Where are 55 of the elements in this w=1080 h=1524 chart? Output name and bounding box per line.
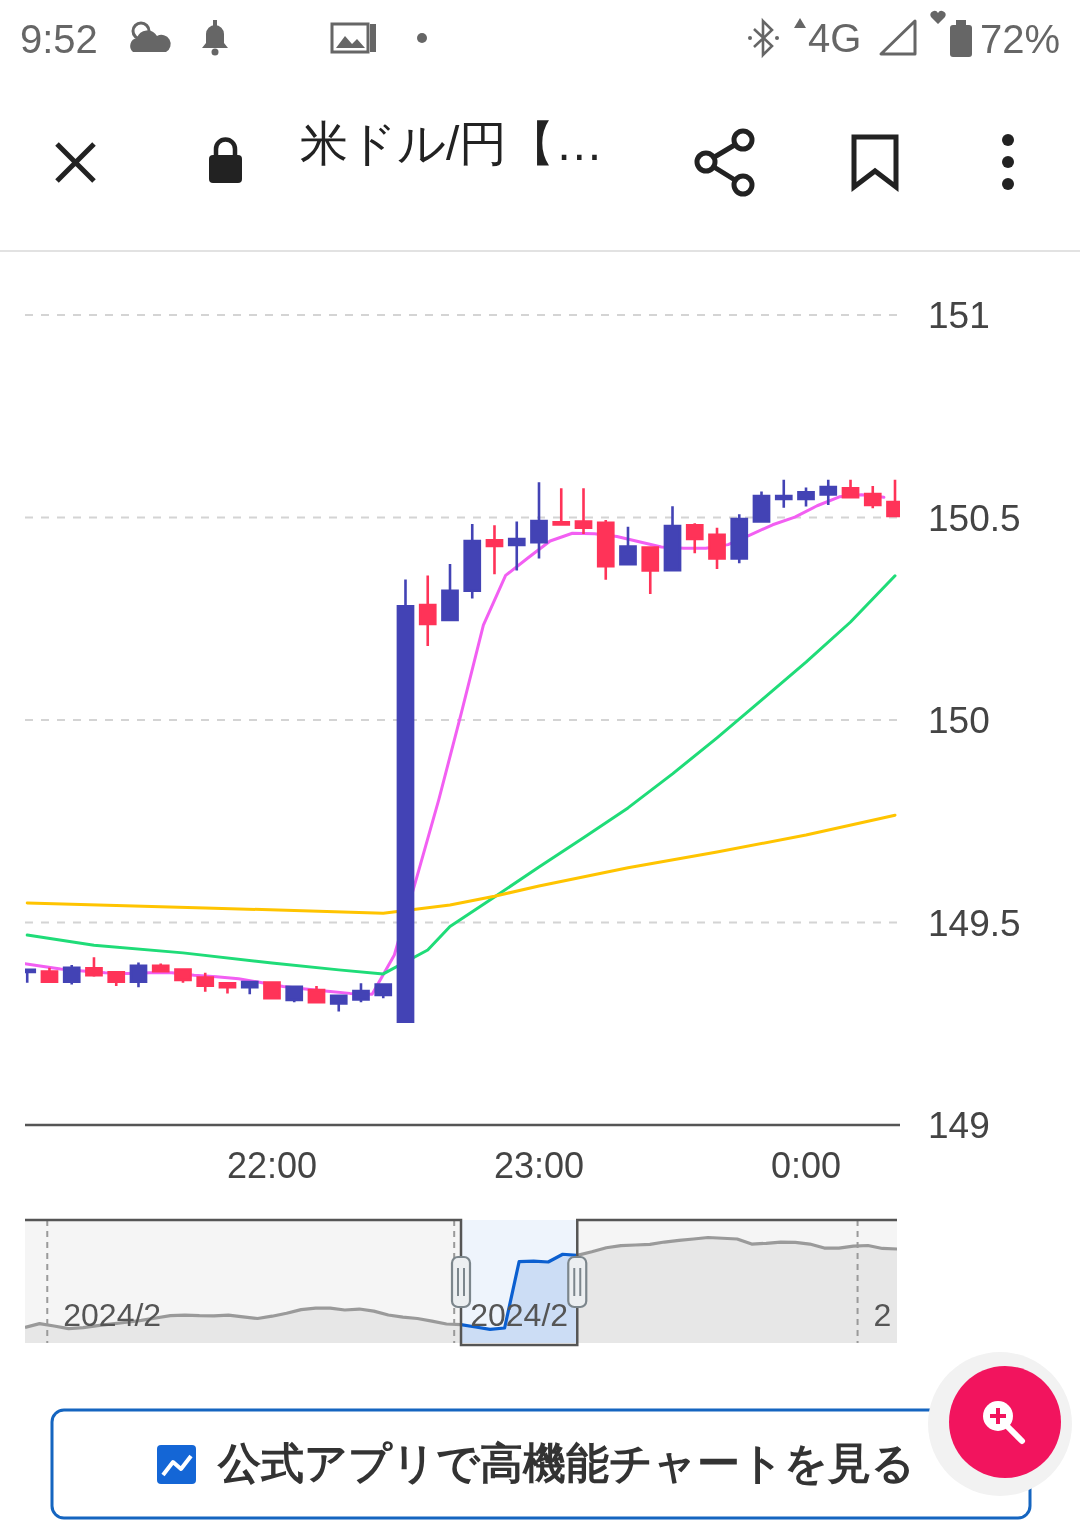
candlestick xyxy=(685,521,704,555)
candlestick xyxy=(40,966,59,983)
candlestick xyxy=(485,523,504,576)
candlestick xyxy=(552,487,571,526)
candlestick xyxy=(307,984,326,1004)
chart-title: 米ドル/円【… xyxy=(300,117,604,170)
candlestick xyxy=(574,487,593,536)
candlestick xyxy=(752,490,771,523)
candlestick xyxy=(774,478,793,510)
text: 72% xyxy=(979,17,1060,61)
candlestick xyxy=(62,963,81,986)
candlestick xyxy=(596,518,615,582)
candlestick xyxy=(819,478,838,507)
candlestick xyxy=(641,546,660,596)
candlestick xyxy=(129,961,148,989)
candlestick xyxy=(507,520,526,572)
text: 9:52 xyxy=(20,17,98,61)
candlestick xyxy=(85,956,103,979)
candlestick xyxy=(663,504,682,572)
candlestick xyxy=(708,526,726,571)
y-tick-label: 149.5 xyxy=(928,902,1021,944)
text: 4G xyxy=(808,16,862,60)
candlestick xyxy=(285,984,304,1004)
x-tick-label: 2024/2 xyxy=(63,1297,162,1333)
candlestick xyxy=(530,480,548,560)
line-series xyxy=(25,574,897,976)
candlestick xyxy=(352,981,370,1004)
x-tick-label: 22:00 xyxy=(226,1145,318,1186)
candlestick xyxy=(441,562,459,622)
line-series xyxy=(25,813,897,915)
candlestick xyxy=(374,983,393,1000)
candlestick xyxy=(263,980,281,1000)
candlestick xyxy=(174,968,192,985)
candlestick xyxy=(107,969,126,988)
candlestick xyxy=(151,962,170,973)
y-tick-label: 150.5 xyxy=(928,497,1021,539)
y-tick-label: 150 xyxy=(928,700,990,741)
candlestick xyxy=(730,512,749,565)
candlestick xyxy=(329,994,348,1013)
candlestick xyxy=(240,980,259,996)
candlestick xyxy=(396,578,415,1024)
x-tick-label: 23:00 xyxy=(493,1145,585,1186)
candlestick xyxy=(619,525,637,566)
candlestick xyxy=(863,484,882,510)
x-tick-label: 0:00 xyxy=(770,1145,842,1186)
candlestick xyxy=(463,522,482,600)
candlestick xyxy=(418,574,437,648)
text: 公式アプリで高機能チャートを見る xyxy=(216,1439,915,1487)
x-tick-label: 2 xyxy=(873,1297,892,1333)
candlestick xyxy=(196,971,215,994)
candlestick xyxy=(218,981,237,995)
candlestick xyxy=(841,478,860,499)
y-tick-label: 149 xyxy=(928,1105,990,1146)
y-tick-label: 151 xyxy=(928,295,990,336)
candlestick xyxy=(797,486,815,508)
